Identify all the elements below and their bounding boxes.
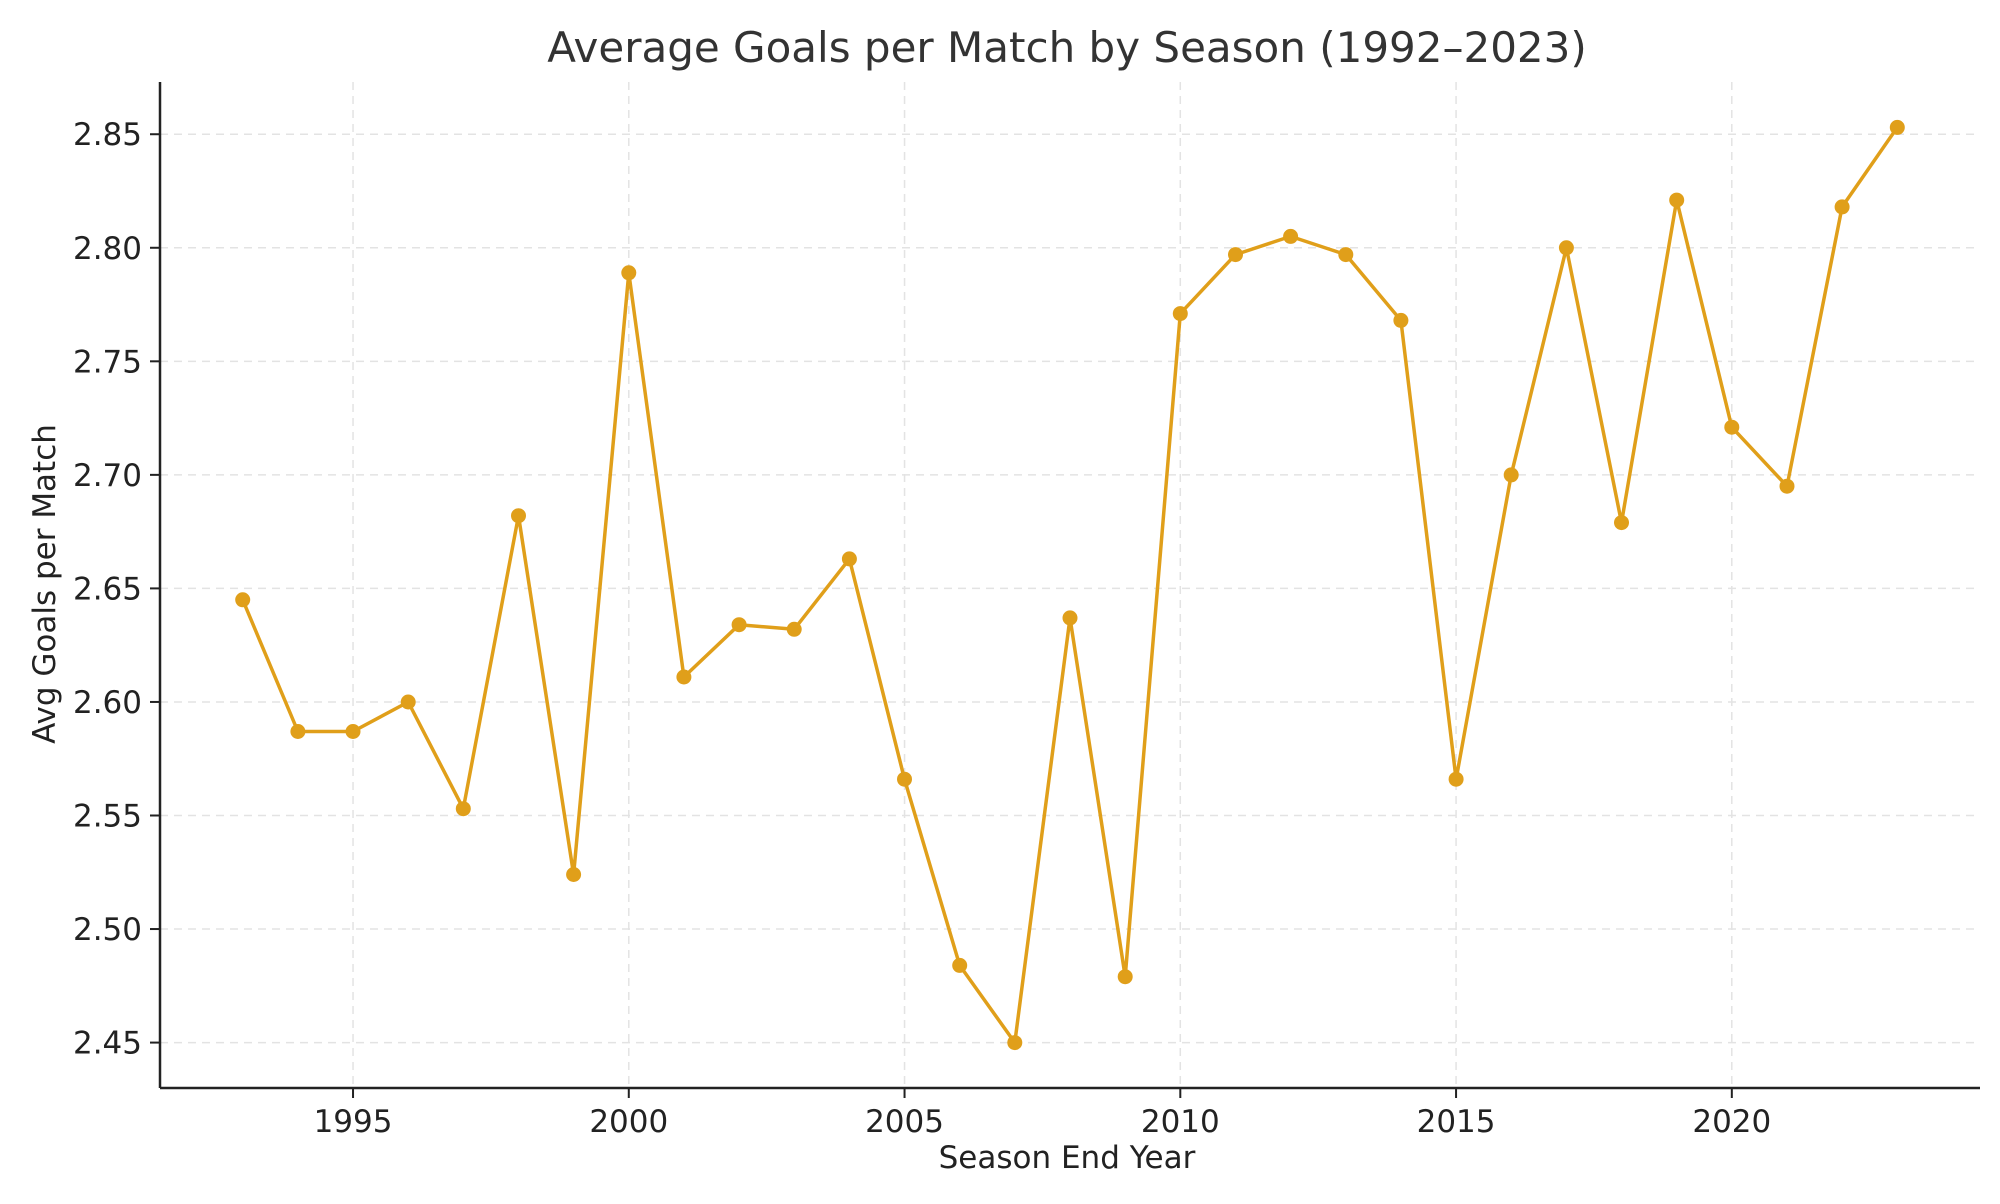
- data-point-2009: [1117, 969, 1133, 985]
- y-axis-label: Avg Goals per Match: [27, 424, 63, 744]
- data-point-2023: [1889, 119, 1905, 135]
- chart-title: Average Goals per Match by Season (1992–…: [547, 23, 1587, 72]
- data-point-2020: [1724, 419, 1740, 435]
- series-line: [241, 126, 1899, 1045]
- data-point-2016: [1503, 467, 1519, 483]
- x-tick-label: 2005: [865, 1104, 944, 1140]
- x-tick-label: 2020: [1692, 1104, 1771, 1140]
- data-point-1993: [235, 592, 251, 608]
- data-point-2012: [1283, 228, 1299, 244]
- data-point-1995: [345, 724, 361, 739]
- data-point-2008: [1062, 610, 1078, 626]
- x-tick-label: 2000: [589, 1104, 668, 1140]
- y-tick-label: 2.45: [73, 1026, 142, 1062]
- data-point-1997: [455, 801, 471, 817]
- ticks-layer: 1995 2000 2005 2010 2015 2020 2.45 2.50 2.55 2.60…: [73, 117, 1771, 1140]
- data-point-2014: [1393, 312, 1409, 328]
- x-axis-label: Season End Year: [939, 1140, 1196, 1176]
- data-point-2007: [1007, 1035, 1023, 1051]
- y-tick-label: 2.60: [73, 685, 142, 721]
- data-point-2002: [731, 617, 747, 633]
- x-tick-label: 2010: [1141, 1104, 1220, 1140]
- series-layer: [235, 119, 1905, 1051]
- data-point-2006: [952, 957, 968, 973]
- y-tick-label: 2.55: [73, 798, 142, 834]
- y-tick-label: 2.75: [73, 344, 142, 380]
- data-point-1998: [511, 508, 526, 524]
- data-point-2019: [1669, 192, 1685, 208]
- data-point-1996: [400, 694, 416, 710]
- data-point-1999: [566, 867, 582, 882]
- grid-layer: [160, 82, 1980, 1088]
- axes-layer: [158, 82, 1980, 1090]
- data-point-2000: [621, 265, 637, 281]
- data-point-2010: [1172, 306, 1188, 322]
- data-point-2018: [1614, 515, 1629, 531]
- data-point-1994: [290, 724, 306, 739]
- x-tick-label: 1995: [314, 1104, 393, 1140]
- data-point-2021: [1779, 478, 1795, 494]
- data-point-2017: [1558, 240, 1574, 256]
- data-point-2005: [897, 771, 912, 787]
- data-point-2022: [1834, 199, 1850, 215]
- data-point-2011: [1228, 247, 1243, 263]
- data-point-2004: [841, 551, 857, 567]
- y-tick-label: 2.65: [73, 571, 142, 607]
- y-tick-label: 2.85: [73, 117, 142, 153]
- x-tick-label: 2015: [1417, 1104, 1496, 1140]
- y-tick-label: 2.80: [73, 231, 142, 267]
- data-point-2015: [1448, 771, 1464, 787]
- y-tick-label: 2.50: [73, 912, 142, 948]
- y-tick-label: 2.70: [73, 458, 142, 494]
- data-point-2013: [1338, 247, 1354, 263]
- data-point-2003: [786, 621, 802, 637]
- data-point-2001: [676, 669, 692, 685]
